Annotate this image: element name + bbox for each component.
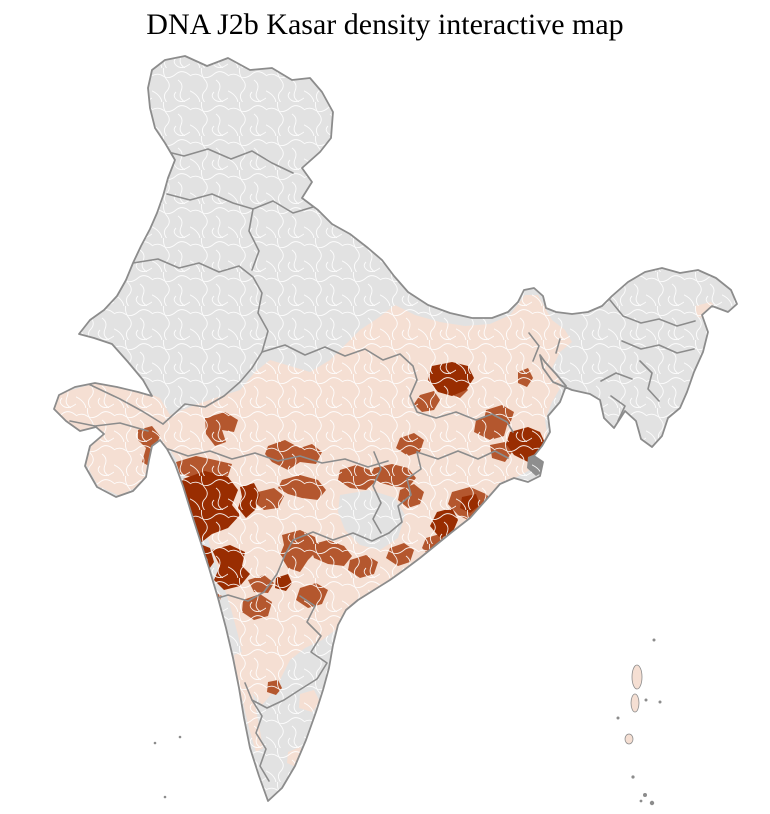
border-siliguri-east — [555, 338, 561, 354]
border-haryana-up — [248, 208, 260, 271]
island-speck — [153, 741, 157, 745]
lakshadweep-islands[interactable] — [153, 735, 182, 799]
border-rajasthan-east — [132, 258, 269, 425]
page-title: DNA J2b Kasar density interactive map — [146, 8, 624, 41]
border-siliguri-west — [528, 332, 540, 362]
border-odisha-north — [416, 450, 509, 460]
island-speck — [178, 735, 182, 739]
nicobar-speck — [649, 800, 655, 806]
border-maharashtra-south — [185, 531, 390, 602]
border-chhattisgarh-west — [372, 451, 382, 534]
border-nagaland-manipur — [639, 360, 660, 402]
andaman-middle-island — [630, 693, 640, 713]
border-maharashtra-north — [164, 447, 389, 468]
border-punjab-haryana — [166, 193, 314, 214]
andaman-nicobar-islands[interactable] — [616, 638, 662, 806]
border-jk-south — [159, 148, 294, 174]
island-speck — [616, 716, 620, 720]
border-bihar-jharkhand — [409, 379, 514, 433]
border-arunachal-assam — [609, 299, 696, 327]
border-meghalaya — [600, 372, 633, 382]
border-tamilnadu-kerala — [251, 699, 270, 782]
border-karnataka-east — [244, 595, 328, 709]
belgaum-cluster — [172, 580, 206, 626]
konkan-district — [163, 502, 180, 535]
border-kutch-saurashtra — [69, 420, 149, 432]
island-speck — [644, 698, 648, 702]
border-tripura-mizoram — [610, 395, 626, 422]
border-up-mp — [261, 344, 418, 381]
border-assam-south — [621, 340, 695, 354]
border-odisha-west — [388, 451, 422, 534]
nicobar-speck — [643, 793, 647, 797]
island-speck — [163, 795, 167, 799]
andaman-north-island — [631, 664, 643, 690]
nicobar-speck — [639, 799, 643, 803]
island-speck — [652, 638, 656, 642]
andhra-low-patch — [350, 636, 368, 654]
border-gujarat-rajasthan — [81, 380, 164, 425]
island-speck — [658, 700, 662, 704]
little-andaman-island — [624, 733, 634, 745]
state-borders — [69, 148, 696, 782]
island-speck — [631, 775, 635, 779]
